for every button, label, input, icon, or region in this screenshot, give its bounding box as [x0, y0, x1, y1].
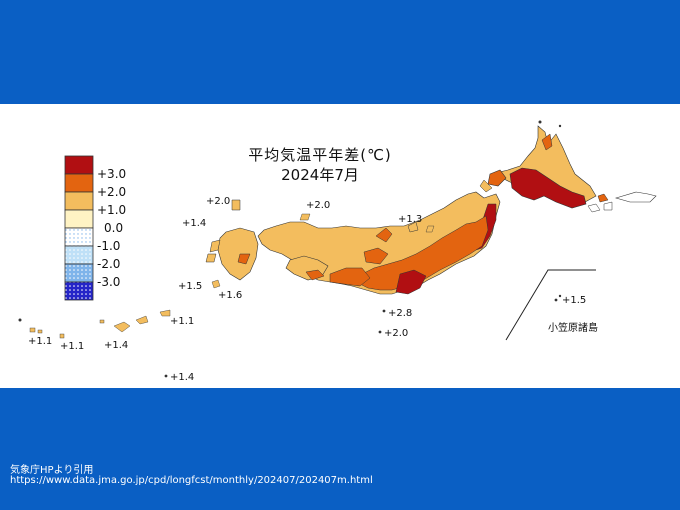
islands	[18, 213, 562, 378]
source-url: https://www.data.jma.go.jp/cpd/longfcst/…	[10, 475, 373, 486]
legend-swatch-minus3	[64, 263, 94, 283]
legend-swatch-plus2	[64, 173, 94, 193]
legend-label-plus1: +1.0	[97, 203, 126, 217]
legend-label-minus2: -2.0	[97, 257, 120, 271]
label-sado: +1.3	[398, 214, 422, 225]
legend-swatch-plus1	[64, 191, 94, 211]
bottom-band	[0, 388, 680, 510]
map-title: 平均気温平年差(℃)	[248, 146, 392, 164]
legend-label-zero: 0.0	[104, 221, 123, 235]
legend-label-plus3: +3.0	[97, 167, 126, 181]
label-okinawa: +1.4	[104, 340, 128, 351]
label-ishigaki: +1.1	[60, 341, 84, 352]
label-tsushima: +1.4	[182, 218, 206, 229]
label-izu-south: +2.0	[384, 328, 408, 339]
honshu-region	[257, 191, 501, 295]
legend-swatch-zero	[64, 209, 94, 229]
japan-anomaly-map: +3.0 +2.0 +1.0 0.0 -1.0 -2.0 -3.0	[18, 120, 657, 383]
legend-label-minus3: -3.0	[97, 275, 120, 289]
label-amami: +1.1	[170, 316, 194, 327]
label-goto: +1.5	[178, 281, 202, 292]
kyushu-region	[205, 199, 259, 281]
map-subtitle: 2024年7月	[281, 166, 359, 184]
label-noto: +2.0	[306, 200, 330, 211]
label-yonaguni: +1.1	[28, 336, 52, 347]
legend-swatch-minus1	[64, 227, 94, 247]
label-amakusa: +1.6	[218, 290, 242, 301]
ogasawara-inset-line	[505, 269, 596, 341]
hokkaido-region	[479, 120, 657, 213]
legend-label-minus1: -1.0	[97, 239, 120, 253]
legend-swatch-below	[64, 281, 94, 301]
legend-label-plus2: +2.0	[97, 185, 126, 199]
label-minamidaito: +1.4	[170, 372, 194, 383]
label-ogasawara-value: +1.5	[562, 295, 586, 306]
label-hachijo: +2.8	[388, 308, 412, 319]
legend: +3.0 +2.0 +1.0 0.0 -1.0 -2.0 -3.0	[64, 155, 126, 301]
ogasawara-label: 小笠原諸島	[548, 323, 598, 334]
label-oki: +2.0	[206, 196, 230, 207]
map-panel: 平均気温平年差(℃) 2024年7月	[0, 104, 680, 388]
legend-swatch-plus3	[64, 155, 94, 175]
legend-swatch-minus2	[64, 245, 94, 265]
source-credit: 気象庁HPより引用	[10, 465, 94, 476]
shikoku-region	[285, 255, 329, 281]
top-band	[0, 0, 680, 104]
